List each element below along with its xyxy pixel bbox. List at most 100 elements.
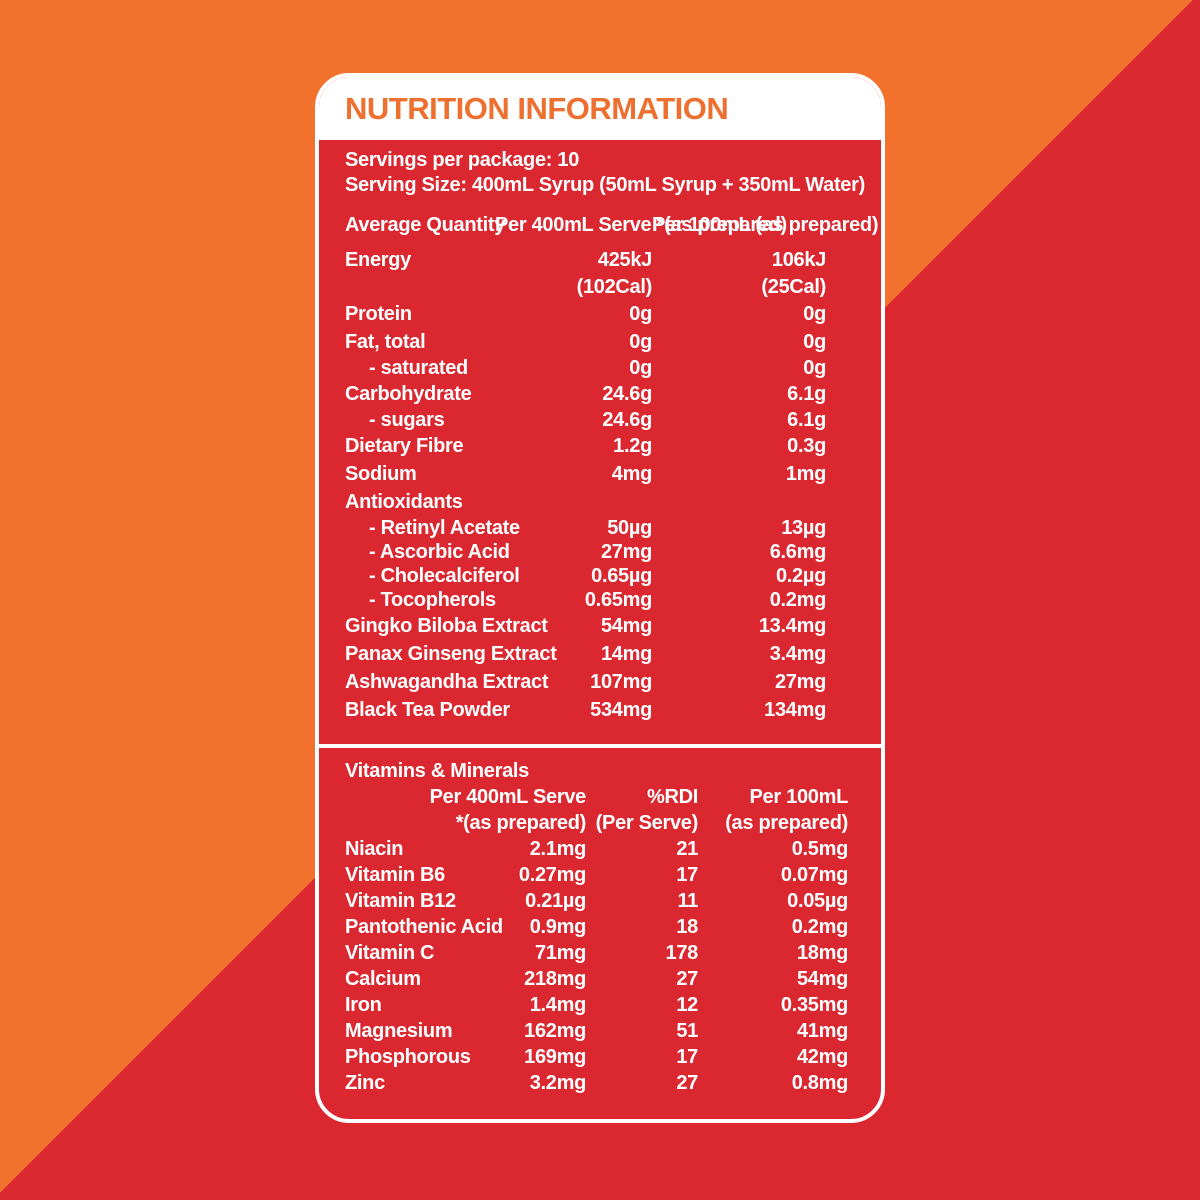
value-per-100ml: 0.2mg xyxy=(769,589,827,611)
section-divider xyxy=(319,744,881,748)
value-per-100ml: 0.2mg xyxy=(791,916,849,938)
header-per-100ml: Per 100mL (as prepared) xyxy=(652,214,879,236)
vitamin-row: Vitamin B6 0.27mg 17 0.07mg xyxy=(345,862,855,888)
vitamin-label: Zinc xyxy=(345,1072,385,1094)
value-per-400ml-serve: 425kJ xyxy=(597,249,652,271)
value-per-400ml-serve: 1.4mg xyxy=(529,994,587,1016)
header-per-400ml-serve: Per 400mL Serve *(as prepared) xyxy=(495,214,787,236)
value-per-400ml-serve: 0.9mg xyxy=(529,916,587,938)
nutrient-label: Carbohydrate xyxy=(345,383,472,405)
nutrient-label: Gingko Biloba Extract xyxy=(345,615,548,637)
vitamin-label: Vitamin C xyxy=(345,942,435,964)
value-per-400ml-serve: 54mg xyxy=(600,615,652,637)
value-per-400ml-serve: 0g xyxy=(629,331,652,353)
value-rdi-percent: 178 xyxy=(665,942,699,964)
value-per-100ml: 42mg xyxy=(796,1046,848,1068)
value-per-400ml-serve: 107mg xyxy=(590,671,652,693)
value-per-400ml-serve: 3.2mg xyxy=(529,1072,587,1094)
vitamin-row: Iron 1.4mg 12 0.35mg xyxy=(345,992,855,1018)
nutrient-label: Panax Ginseng Extract xyxy=(345,643,557,665)
nutrient-label: Black Tea Powder xyxy=(345,699,510,721)
nutrient-label xyxy=(345,274,495,300)
nutrient-label: Sodium xyxy=(345,463,417,485)
main-table-header: Average Quantity Per 400mL Serve *(as pr… xyxy=(345,212,879,238)
vitamins-header-per-400ml-serve: Per 400mL Serve *(as prepared) xyxy=(429,786,587,834)
vitamin-row: Phosphorous 169mg 17 42mg xyxy=(345,1044,855,1070)
value-per-400ml-serve: (102Cal) xyxy=(576,276,653,298)
value-per-400ml-serve: 0.65µg xyxy=(591,565,652,587)
vitamin-label: Phosphorous xyxy=(345,1046,471,1068)
nutrient-row: Gingko Biloba Extract 54mg 13.4mg xyxy=(345,612,855,640)
value-per-100ml: (25Cal) xyxy=(761,276,826,298)
value-per-400ml-serve: 2.1mg xyxy=(529,838,587,860)
nutrient-label: Dietary Fibre xyxy=(345,435,464,457)
vitamin-row: Pantothenic Acid 0.9mg 18 0.2mg xyxy=(345,914,855,940)
value-per-100ml: 3.4mg xyxy=(769,643,827,665)
vitamins-minerals-title: Vitamins & Minerals xyxy=(345,760,529,782)
value-per-400ml-serve: 24.6g xyxy=(602,383,652,405)
value-per-100ml: 0.8mg xyxy=(791,1072,849,1094)
nutrient-row: Antioxidants xyxy=(345,488,855,516)
vitamin-label: Niacin xyxy=(345,838,404,860)
value-per-100ml: 0.3g xyxy=(787,435,826,457)
value-per-100ml: 0.2µg xyxy=(775,565,826,587)
nutrient-label: - sugars xyxy=(369,409,445,431)
vitamins-table-header: Per 400mL Serve *(as prepared) %RDI (Per… xyxy=(345,784,855,836)
value-rdi-percent: 21 xyxy=(676,838,698,860)
nutrient-row: Dietary Fibre 1.2g 0.3g xyxy=(345,432,855,460)
nutrient-label: Fat, total xyxy=(345,331,426,353)
value-per-400ml-serve: 0.21µg xyxy=(525,890,586,912)
value-per-100ml: 0.07mg xyxy=(780,864,848,886)
nutrient-label: - Cholecalciferol xyxy=(369,565,520,587)
nutrient-label: Antioxidants xyxy=(345,491,463,513)
value-per-100ml: 0g xyxy=(803,331,826,353)
servings-per-package-line: Servings per package: 10 xyxy=(345,149,580,171)
value-rdi-percent: 17 xyxy=(676,1046,698,1068)
vitamin-row: Calcium 218mg 27 54mg xyxy=(345,966,855,992)
nutrient-row: Fat, total 0g 0g xyxy=(345,328,855,356)
value-per-100ml: 1mg xyxy=(785,463,827,485)
value-per-400ml-serve: 218mg xyxy=(524,968,586,990)
vitamin-label: Calcium xyxy=(345,968,421,990)
value-per-100ml: 54mg xyxy=(796,968,848,990)
nutrient-row: - Cholecalciferol 0.65µg 0.2µg xyxy=(345,564,855,588)
nutrient-row: Black Tea Powder 534mg 134mg xyxy=(345,696,855,724)
value-per-100ml: 134mg xyxy=(764,699,826,721)
vitamin-label: Vitamin B6 xyxy=(345,864,445,886)
value-per-400ml-serve: 71mg xyxy=(534,942,586,964)
vitamin-row: Niacin 2.1mg 21 0.5mg xyxy=(345,836,855,862)
nutrient-row: - Retinyl Acetate 50µg 13µg xyxy=(345,516,855,540)
vitamin-row: Zinc 3.2mg 27 0.8mg xyxy=(345,1070,855,1096)
vitamin-label: Pantothenic Acid xyxy=(345,916,503,938)
main-table-rows: Energy 425kJ 106kJ (102Cal) (25Cal) Protein 0g… xyxy=(345,246,855,724)
nutrient-label: Energy xyxy=(345,249,412,271)
nutrient-row: - Ascorbic Acid 27mg 6.6mg xyxy=(345,540,855,564)
serving-size-line: Serving Size: 400mL Syrup (50mL Syrup + … xyxy=(345,174,865,196)
value-per-100ml xyxy=(652,488,826,516)
panel-title: NUTRITION INFORMATION xyxy=(345,90,729,126)
value-per-100ml: 0g xyxy=(803,303,826,325)
panel-body: Servings per package: 10 Serving Size: 4… xyxy=(319,140,881,1096)
value-per-400ml-serve: 4mg xyxy=(611,463,653,485)
vitamin-label: Vitamin B12 xyxy=(345,890,456,912)
value-per-100ml: 6.1g xyxy=(787,409,826,431)
value-rdi-percent: 18 xyxy=(676,916,698,938)
value-per-100ml: 13.4mg xyxy=(758,615,826,637)
value-per-400ml-serve: 534mg xyxy=(590,699,652,721)
value-rdi-percent: 51 xyxy=(676,1020,698,1042)
value-per-100ml: 6.1g xyxy=(787,383,826,405)
nutrient-row: - sugars 24.6g 6.1g xyxy=(345,408,855,432)
value-per-400ml-serve: 27mg xyxy=(600,541,652,563)
vitamin-label: Magnesium xyxy=(345,1020,453,1042)
vitamins-table-rows: Niacin 2.1mg 21 0.5mg Vitamin B6 0.27mg 17 0.07… xyxy=(345,836,855,1096)
value-per-100ml: 6.6mg xyxy=(769,541,827,563)
nutrient-label: Ashwagandha Extract xyxy=(345,671,549,693)
panel-header: NUTRITION INFORMATION xyxy=(319,77,881,140)
value-rdi-percent: 27 xyxy=(676,968,698,990)
nutrient-row: Sodium 4mg 1mg xyxy=(345,460,855,488)
nutrient-row: (102Cal) (25Cal) xyxy=(345,274,855,300)
serving-info: Servings per package: 10 Serving Size: 4… xyxy=(345,148,865,198)
value-per-400ml-serve: 162mg xyxy=(524,1020,586,1042)
vitamin-row: Magnesium 162mg 51 41mg xyxy=(345,1018,855,1044)
